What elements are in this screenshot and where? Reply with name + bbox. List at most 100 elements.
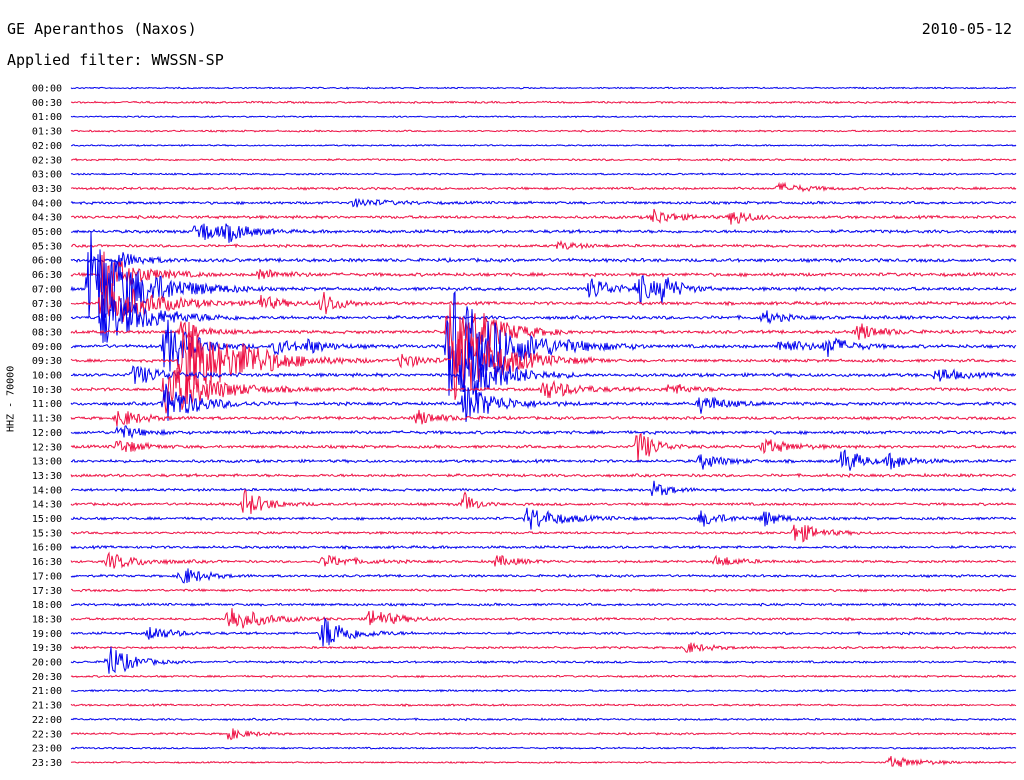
row-time-label: 07:00 — [32, 284, 62, 295]
trace-line — [70, 480, 1017, 497]
trace-line — [70, 383, 1017, 422]
row-time-label: 01:30 — [32, 127, 62, 138]
trace-line — [70, 755, 1017, 767]
row-time-label: 09:00 — [32, 342, 62, 353]
trace-line — [70, 551, 1017, 569]
row-time-label: 06:30 — [32, 270, 62, 281]
trace-line — [70, 283, 1017, 322]
trace-line — [70, 544, 1017, 550]
trace-line — [70, 617, 1017, 647]
row-time-label: 04:30 — [32, 213, 62, 224]
row-time-label: 02:30 — [32, 155, 62, 166]
trace-line — [70, 425, 1017, 439]
station-title: GE Aperanthos (Naxos) — [7, 20, 197, 38]
trace-line — [70, 208, 1017, 225]
date-label: 2010-05-12 — [921, 20, 1012, 38]
row-time-label: 17:30 — [32, 586, 62, 597]
trace-line — [70, 230, 1017, 324]
trace-line — [70, 251, 1017, 298]
row-time-label: 05:30 — [32, 241, 62, 252]
row-time-label: 21:30 — [32, 701, 62, 712]
row-time-label: 09:30 — [32, 356, 62, 367]
trace-line — [70, 252, 1017, 271]
row-time-label: 08:00 — [32, 313, 62, 324]
trace-line — [70, 602, 1017, 608]
trace-line — [70, 728, 1017, 741]
trace-line — [70, 341, 1017, 404]
trace-line — [70, 239, 1017, 250]
trace-line — [70, 100, 1017, 105]
trace-line — [70, 507, 1017, 530]
trace-line — [70, 688, 1017, 693]
row-time-label: 10:00 — [32, 371, 62, 382]
trace-line — [70, 321, 1017, 401]
trace-line — [70, 181, 1017, 193]
row-time-label: 03:30 — [32, 184, 62, 195]
row-time-label: 00:00 — [32, 84, 62, 95]
row-time-label: 20:30 — [32, 672, 62, 683]
row-time-label: 19:30 — [32, 643, 62, 654]
trace-line — [70, 304, 1017, 378]
row-time-label: 15:30 — [32, 528, 62, 539]
row-time-label: 14:30 — [32, 500, 62, 511]
trace-line — [70, 432, 1017, 463]
row-time-label: 19:00 — [32, 629, 62, 640]
trace-line — [70, 367, 1017, 414]
row-time-label: 02:00 — [32, 141, 62, 152]
trace-line — [70, 646, 1017, 674]
row-time-label: 11:30 — [32, 414, 62, 425]
row-time-label: 06:00 — [32, 256, 62, 267]
row-time-label: 22:00 — [32, 715, 62, 726]
row-time-label: 17:00 — [32, 571, 62, 582]
row-time-label: 12:00 — [32, 428, 62, 439]
trace-line — [70, 703, 1017, 708]
trace-line — [70, 294, 1017, 343]
row-time-label: 11:00 — [32, 399, 62, 410]
filter-label: Applied filter: WWSSN-SP — [7, 51, 224, 69]
trace-line — [70, 129, 1017, 133]
row-time-label: 07:30 — [32, 299, 62, 310]
trace-line — [70, 608, 1017, 629]
row-time-label: 15:00 — [32, 514, 62, 525]
trace-line — [70, 409, 1017, 427]
trace-line — [70, 472, 1017, 479]
row-time-label: 00:30 — [32, 98, 62, 109]
row-time-label: 08:30 — [32, 327, 62, 338]
trace-line — [70, 86, 1017, 90]
trace-line — [71, 587, 1017, 593]
trace-line — [70, 449, 1017, 471]
trace-line — [70, 642, 1017, 653]
trace-line — [71, 157, 1017, 162]
row-time-label: 13:00 — [32, 457, 62, 468]
trace-line — [70, 172, 1017, 176]
row-time-label: 01:00 — [32, 112, 62, 123]
trace-line — [70, 746, 1017, 750]
trace-line — [70, 674, 1017, 679]
trace-line — [70, 197, 1017, 208]
trace-line — [70, 223, 1017, 243]
row-time-label: 14:00 — [32, 485, 62, 496]
row-time-label: 18:30 — [32, 614, 62, 625]
row-time-label: 03:00 — [32, 170, 62, 181]
trace-line — [70, 290, 1017, 396]
row-time-label: 20:00 — [32, 658, 62, 669]
row-time-label: 22:30 — [32, 729, 62, 740]
row-time-label: 23:30 — [32, 758, 62, 769]
row-time-label: 16:00 — [32, 543, 62, 554]
row-time-label: 04:00 — [32, 198, 62, 209]
trace-line — [70, 568, 1017, 584]
row-time-label: 23:00 — [32, 744, 62, 755]
row-time-label: 10:30 — [32, 385, 62, 396]
trace-line — [70, 717, 1017, 722]
trace-line — [70, 524, 1017, 543]
trace-line — [70, 143, 1017, 147]
row-time-label: 12:30 — [32, 442, 62, 453]
row-time-label: 18:00 — [32, 600, 62, 611]
trace-line — [70, 115, 1016, 119]
trace-line — [70, 488, 1017, 514]
row-time-label: 21:00 — [32, 686, 62, 697]
row-time-label: 05:00 — [32, 227, 62, 238]
row-time-label: 13:30 — [32, 471, 62, 482]
row-time-label: 16:30 — [32, 557, 62, 568]
